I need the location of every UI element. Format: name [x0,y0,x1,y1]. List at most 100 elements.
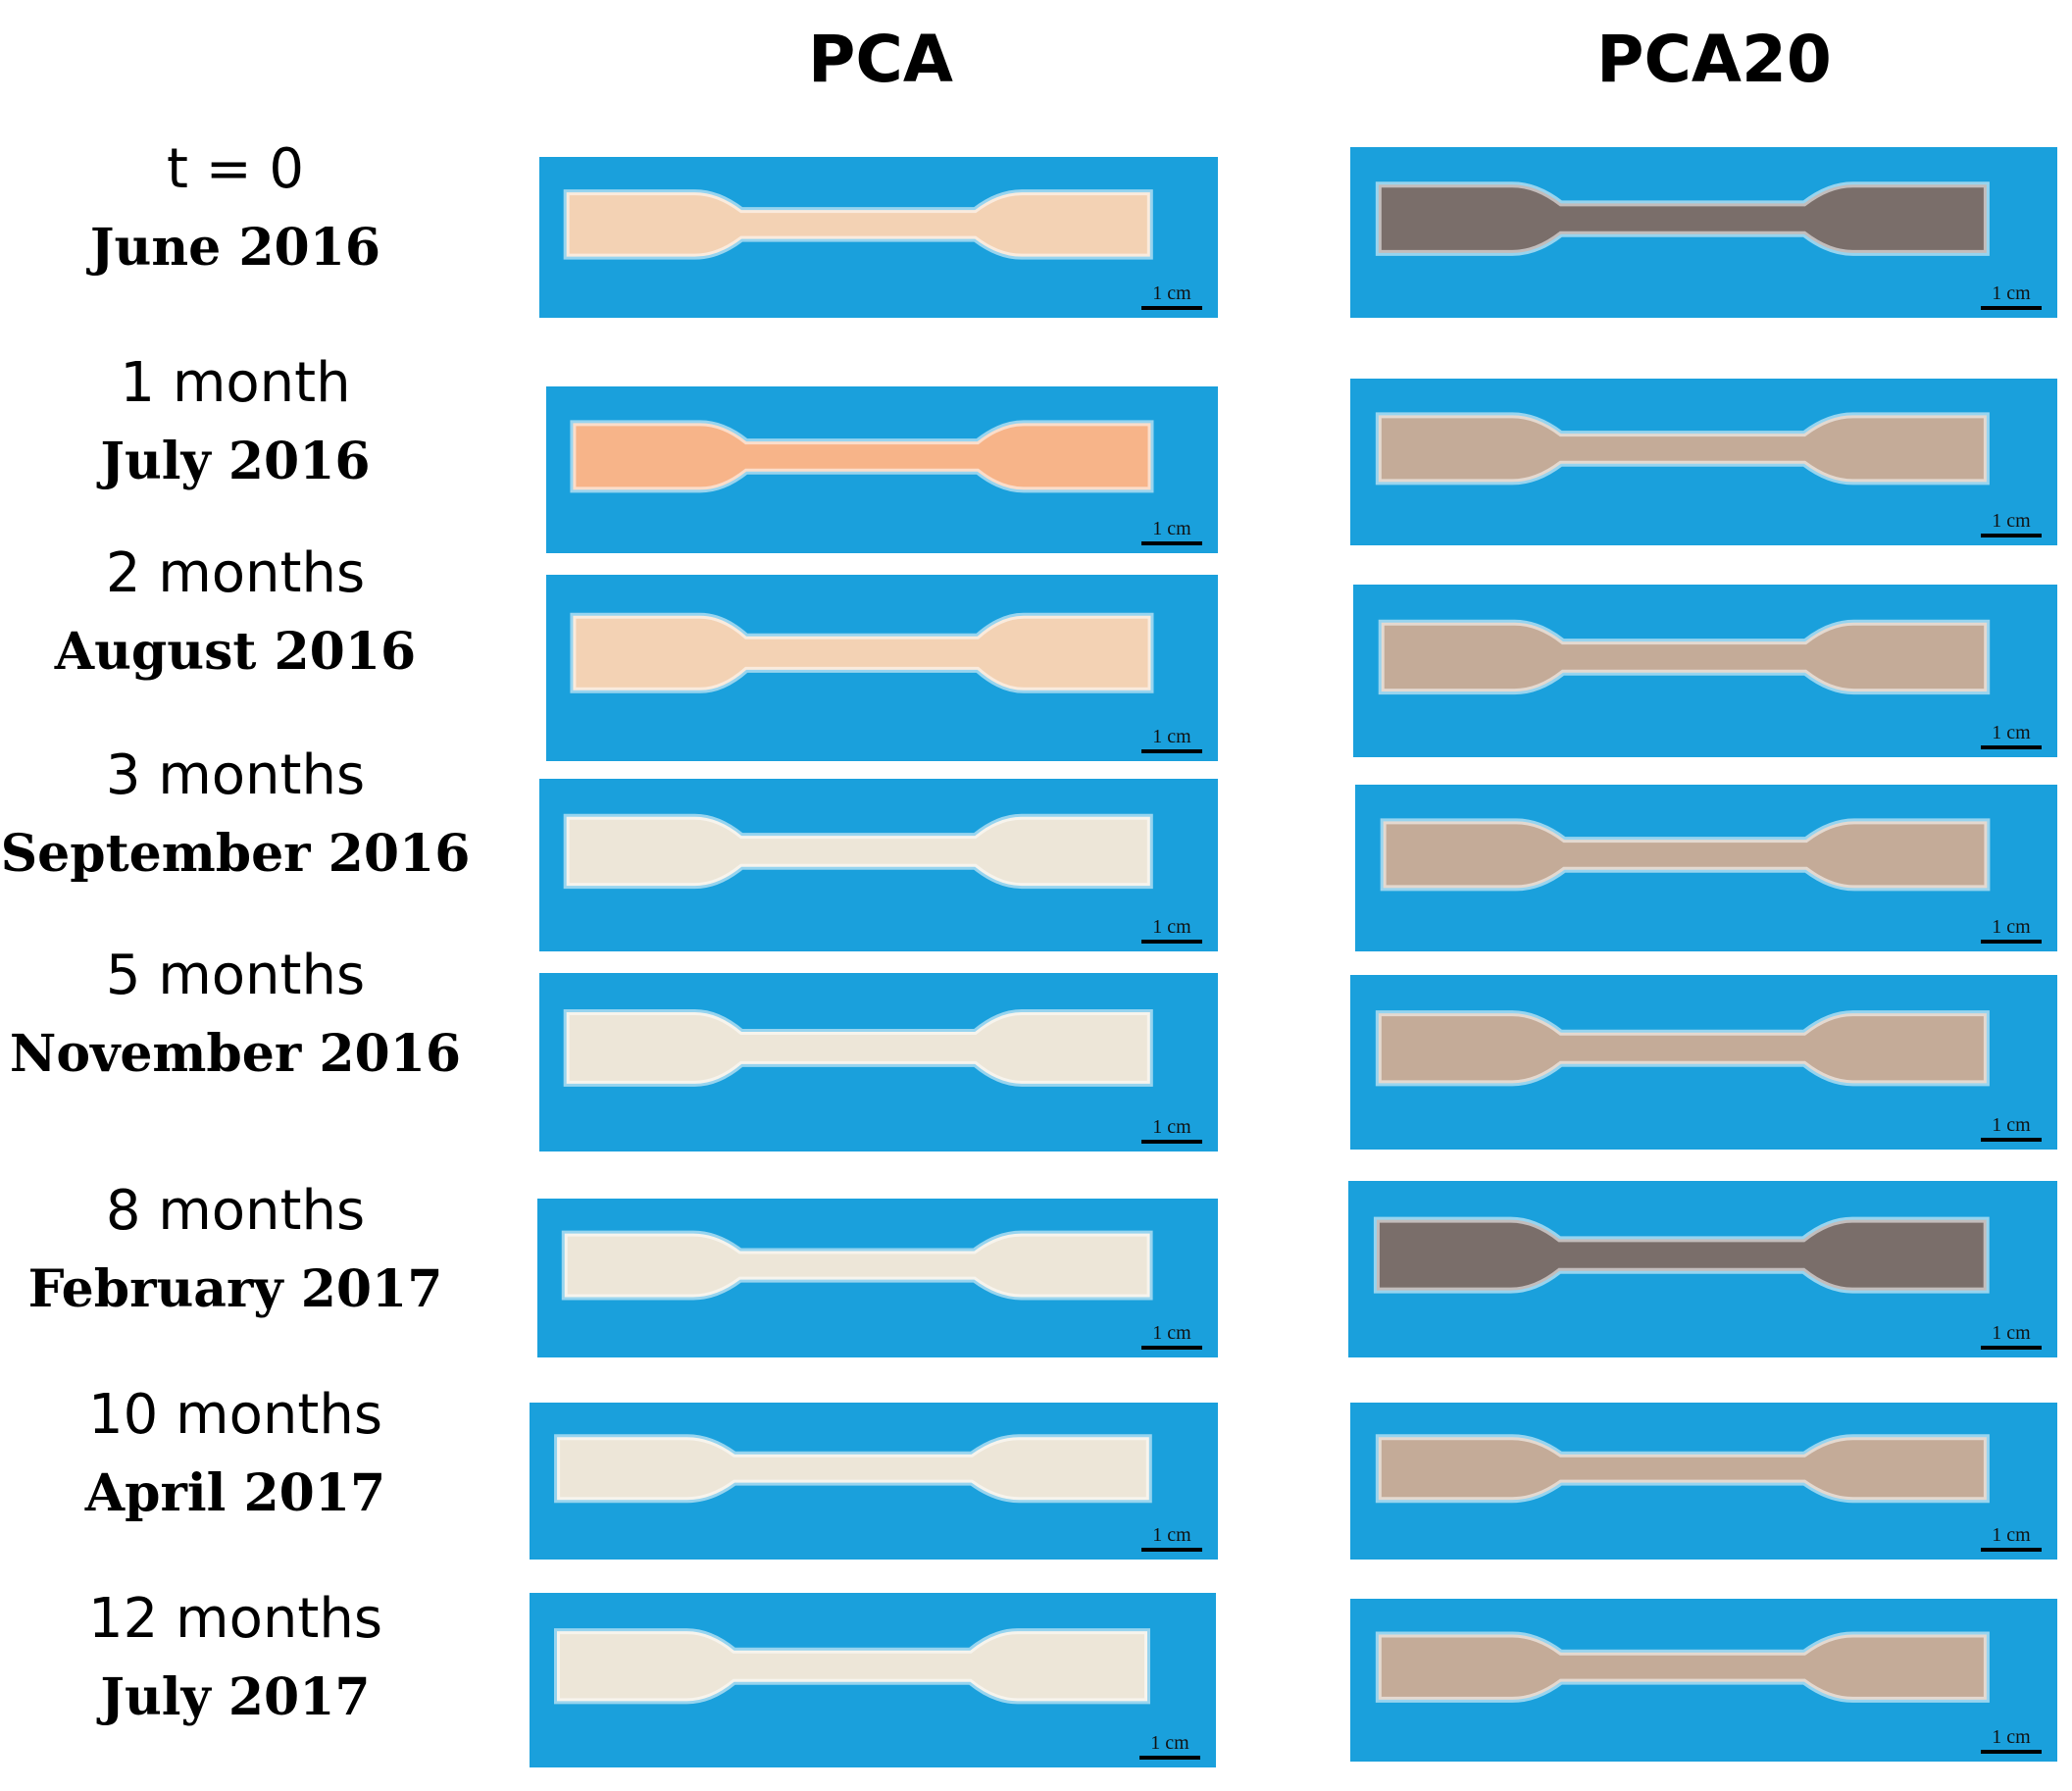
tensile-specimen [1378,619,1991,695]
scale-line [1981,1750,2042,1754]
photo-pca-row-6: 1 cm [530,1403,1218,1560]
scale-bar: 1 cm [1141,916,1202,944]
scale-bar: 1 cm [1981,1322,2042,1350]
scale-label: 1 cm [1150,1732,1189,1754]
scale-bar: 1 cm [1981,722,2042,749]
specimen-photo [1348,1181,2057,1357]
scale-line [1139,1756,1200,1760]
date-label: February 2017 [27,1259,443,1319]
scale-line [1981,306,2042,310]
tensile-specimen [554,1628,1150,1705]
scale-line [1141,1346,1202,1350]
scale-label: 1 cm [1152,282,1191,304]
photo-pca20-row-5: 1 cm [1348,1181,2057,1357]
specimen-photo [1350,379,2057,545]
row-label-7: 12 months July 2017 [0,1587,471,1730]
photo-pca-row-3: 1 cm [539,779,1218,951]
scale-line [1141,1548,1202,1552]
photo-pca-row-0: 1 cm [539,157,1218,318]
date-label: April 2017 [84,1463,386,1523]
photo-pca20-row-4: 1 cm [1350,975,2057,1150]
specimen-photo [546,386,1218,553]
elapsed-label: 12 months [88,1587,382,1651]
specimen-photo [539,779,1218,951]
elapsed-label: 3 months [105,743,366,807]
date-label: September 2016 [0,824,471,884]
specimen-photo [539,973,1218,1151]
specimen-photo [530,1403,1218,1560]
photo-pca-row-2: 1 cm [546,575,1218,761]
photo-pca20-row-1: 1 cm [1350,379,2057,545]
tensile-specimen [563,813,1153,890]
column-title-pca20: PCA20 [1596,22,1832,97]
scale-bar: 1 cm [1981,1524,2042,1552]
scale-label: 1 cm [1152,1524,1191,1546]
scale-label: 1 cm [1152,916,1191,938]
photo-pca20-row-7: 1 cm [1350,1599,2057,1762]
row-label-0: t = 0 June 2016 [0,137,471,281]
scale-bar: 1 cm [1981,510,2042,537]
scale-bar: 1 cm [1141,726,1202,753]
scale-label: 1 cm [1992,282,2031,304]
scale-line [1141,541,1202,545]
scale-bar: 1 cm [1141,518,1202,545]
tensile-specimen [570,420,1154,493]
row-label-1: 1 month July 2016 [0,351,471,494]
scale-line [1981,940,2042,944]
row-label-5: 8 months February 2017 [0,1179,471,1322]
row-label-2: 2 months August 2016 [0,541,471,685]
scale-line [1981,534,2042,537]
specimen-photo [537,1199,1218,1357]
elapsed-label: 1 month [120,351,351,415]
row-label-3: 3 months September 2016 [0,743,471,887]
date-label: June 2016 [89,218,381,278]
scale-line [1981,745,2042,749]
photo-pca-row-5: 1 cm [537,1199,1218,1357]
scale-line [1981,1548,2042,1552]
elapsed-label: 5 months [105,944,366,1007]
scale-label: 1 cm [1152,726,1191,747]
column-title-pca: PCA [808,22,953,97]
tensile-specimen [1375,181,1990,256]
specimen-photo [1353,585,2057,757]
date-label: July 2017 [100,1667,371,1727]
scale-line [1981,1346,2042,1350]
photo-pca20-row-0: 1 cm [1350,147,2057,318]
row-label-4: 5 months November 2016 [0,944,471,1087]
specimen-photo [1355,785,2057,951]
elapsed-label: 10 months [88,1383,382,1447]
tensile-specimen [563,189,1153,260]
scale-line [1141,749,1202,753]
scale-bar: 1 cm [1981,282,2042,310]
specimen-photo [1350,147,2057,318]
scale-bar: 1 cm [1141,1322,1202,1350]
elapsed-label: 2 months [105,541,366,605]
scale-label: 1 cm [1992,1114,2031,1136]
specimen-photo [1350,1599,2057,1762]
tensile-specimen [1375,412,1990,486]
scale-label: 1 cm [1992,1524,2031,1546]
date-label: July 2016 [100,432,371,491]
scale-label: 1 cm [1992,722,2031,743]
scale-bar: 1 cm [1141,1524,1202,1552]
scale-bar: 1 cm [1141,282,1202,310]
scale-label: 1 cm [1992,1322,2031,1344]
scale-bar: 1 cm [1141,1116,1202,1144]
tensile-specimen [1380,818,1991,892]
scale-label: 1 cm [1152,1116,1191,1138]
tensile-specimen [1375,1434,1990,1504]
tensile-specimen [1373,1216,1990,1294]
photo-pca-row-7: 1 cm [530,1593,1216,1767]
photo-pca-row-1: 1 cm [546,386,1218,553]
scale-bar: 1 cm [1981,916,2042,944]
tensile-specimen [570,612,1154,693]
photo-pca20-row-2: 1 cm [1353,585,2057,757]
specimen-photo [539,157,1218,318]
specimen-photo [530,1593,1216,1767]
elapsed-label: 8 months [105,1179,366,1243]
scale-bar: 1 cm [1139,1732,1200,1760]
scale-label: 1 cm [1992,510,2031,532]
scale-label: 1 cm [1152,518,1191,539]
specimen-photo [1350,975,2057,1150]
tensile-specimen [561,1230,1153,1301]
